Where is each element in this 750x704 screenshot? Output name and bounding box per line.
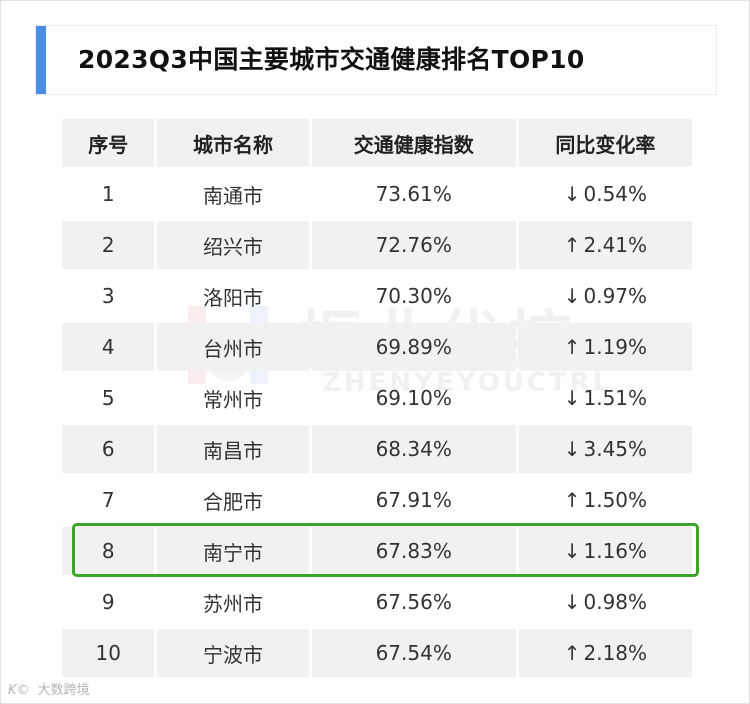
header-city: 城市名称 xyxy=(157,119,309,167)
arrow-down-icon: ↓ xyxy=(563,284,581,308)
arrow-down-icon: ↓ xyxy=(563,539,581,563)
table-row: 1 南通市 73.61% ↓ 0.54% xyxy=(62,170,692,218)
rank-cell: 7 xyxy=(101,488,115,512)
index-cell: 68.34% xyxy=(311,425,516,473)
source-logo-icon: K© xyxy=(8,683,30,698)
arrow-up-icon: ↑ xyxy=(563,488,581,512)
ranking-table: 序号 城市名称 交通健康指数 同比变化率 1 南通市 73.61% ↓ 0.54% 2 绍兴… xyxy=(59,116,695,680)
change-value: 1.16% xyxy=(583,539,648,563)
table-row: 7 合肥市 67.91% ↑ 1.50% xyxy=(62,476,692,524)
index-cell: 67.56% xyxy=(375,590,452,614)
table-row: 9 苏州市 67.56% ↓ 0.98% xyxy=(62,578,692,626)
table-row: 10 宁波市 67.54% ↑ 2.18% xyxy=(62,629,692,677)
title-accent-bar xyxy=(36,26,46,94)
city-cell: 绍兴市 xyxy=(157,221,309,269)
change-value: 1.19% xyxy=(583,335,648,359)
change-value: 1.51% xyxy=(583,386,648,410)
index-cell: 69.10% xyxy=(375,386,452,410)
change-value: 2.18% xyxy=(583,641,648,665)
table-row: 4 台州市 69.89% ↑ 1.19% xyxy=(62,323,692,371)
city-cell: 南宁市 xyxy=(157,527,309,575)
change-cell: ↓ 0.98% xyxy=(519,578,692,626)
index-cell: 67.83% xyxy=(311,527,516,575)
table-row: 8 南宁市 67.83% ↓ 1.16% xyxy=(62,527,692,575)
page-title: 2023Q3中国主要城市交通健康排名TOP10 xyxy=(78,45,585,74)
city-cell: 常州市 xyxy=(203,387,264,412)
index-cell: 72.76% xyxy=(311,221,516,269)
city-cell: 洛阳市 xyxy=(203,285,264,310)
index-cell: 70.30% xyxy=(375,284,452,308)
rank-cell: 9 xyxy=(101,590,115,614)
arrow-up-icon: ↑ xyxy=(563,641,581,665)
rank-cell: 3 xyxy=(101,284,115,308)
change-cell: ↑ 2.41% xyxy=(518,221,692,269)
table-row: 3 洛阳市 70.30% ↓ 0.97% xyxy=(62,272,692,320)
index-cell: 67.54% xyxy=(311,629,516,677)
index-cell: 69.89% xyxy=(311,323,516,371)
arrow-up-icon: ↑ xyxy=(563,335,581,359)
change-value: 2.41% xyxy=(583,233,648,257)
header-rank: 序号 xyxy=(62,119,155,167)
table-row: 6 南昌市 68.34% ↓ 3.45% xyxy=(62,425,692,473)
change-value: 0.54% xyxy=(583,182,648,206)
rank-cell: 4 xyxy=(62,323,155,371)
change-value: 0.98% xyxy=(583,590,648,614)
header-index: 交通健康指数 xyxy=(311,119,516,167)
source-text: 大数跨境 xyxy=(37,683,90,698)
change-cell: ↓ 3.45% xyxy=(518,425,692,473)
change-value: 3.45% xyxy=(583,437,648,461)
change-cell: ↑ 1.19% xyxy=(518,323,692,371)
change-value: 1.50% xyxy=(583,488,648,512)
header-change: 同比变化率 xyxy=(518,119,692,167)
city-cell: 南通市 xyxy=(203,183,264,208)
index-cell: 73.61% xyxy=(375,182,452,206)
change-cell: ↑ 2.18% xyxy=(518,629,692,677)
table-body: 1 南通市 73.61% ↓ 0.54% 2 绍兴市 72.76% ↑ 2.41% 3 洛阳市 70.3… xyxy=(62,170,692,677)
change-cell: ↓ 0.97% xyxy=(519,272,692,320)
watermark-subtext: ZHENYEYOUCTRL xyxy=(322,368,613,398)
table-row: 5 常州市 69.10% ↓ 1.51% xyxy=(62,374,692,422)
source-watermark: K© 大数跨境 xyxy=(8,679,90,698)
arrow-down-icon: ↓ xyxy=(563,590,581,614)
arrow-up-icon: ↑ xyxy=(563,233,581,257)
rank-cell: 1 xyxy=(101,182,115,206)
change-cell: ↓ 1.16% xyxy=(518,527,692,575)
city-cell: 宁波市 xyxy=(157,629,309,677)
rank-cell: 2 xyxy=(62,221,155,269)
arrow-down-icon: ↓ xyxy=(563,437,581,461)
arrow-down-icon: ↓ xyxy=(563,386,581,410)
change-cell: ↑ 1.50% xyxy=(519,476,692,524)
rank-cell: 6 xyxy=(62,425,155,473)
city-cell: 合肥市 xyxy=(203,489,264,514)
change-cell: ↓ 0.54% xyxy=(519,170,692,218)
rank-cell: 10 xyxy=(62,629,155,677)
rank-cell: 5 xyxy=(101,386,115,410)
change-value: 0.97% xyxy=(583,284,648,308)
city-cell: 苏州市 xyxy=(203,591,264,616)
title-box: 2023Q3中国主要城市交通健康排名TOP10 xyxy=(35,25,717,95)
rank-cell: 8 xyxy=(62,527,155,575)
table-row: 2 绍兴市 72.76% ↑ 2.41% xyxy=(62,221,692,269)
change-cell: ↓ 1.51% xyxy=(519,374,692,422)
city-cell: 南昌市 xyxy=(157,425,309,473)
city-cell: 台州市 xyxy=(157,323,309,371)
table-header-row: 序号 城市名称 交通健康指数 同比变化率 xyxy=(62,119,692,167)
arrow-down-icon: ↓ xyxy=(563,182,581,206)
index-cell: 67.91% xyxy=(375,488,452,512)
